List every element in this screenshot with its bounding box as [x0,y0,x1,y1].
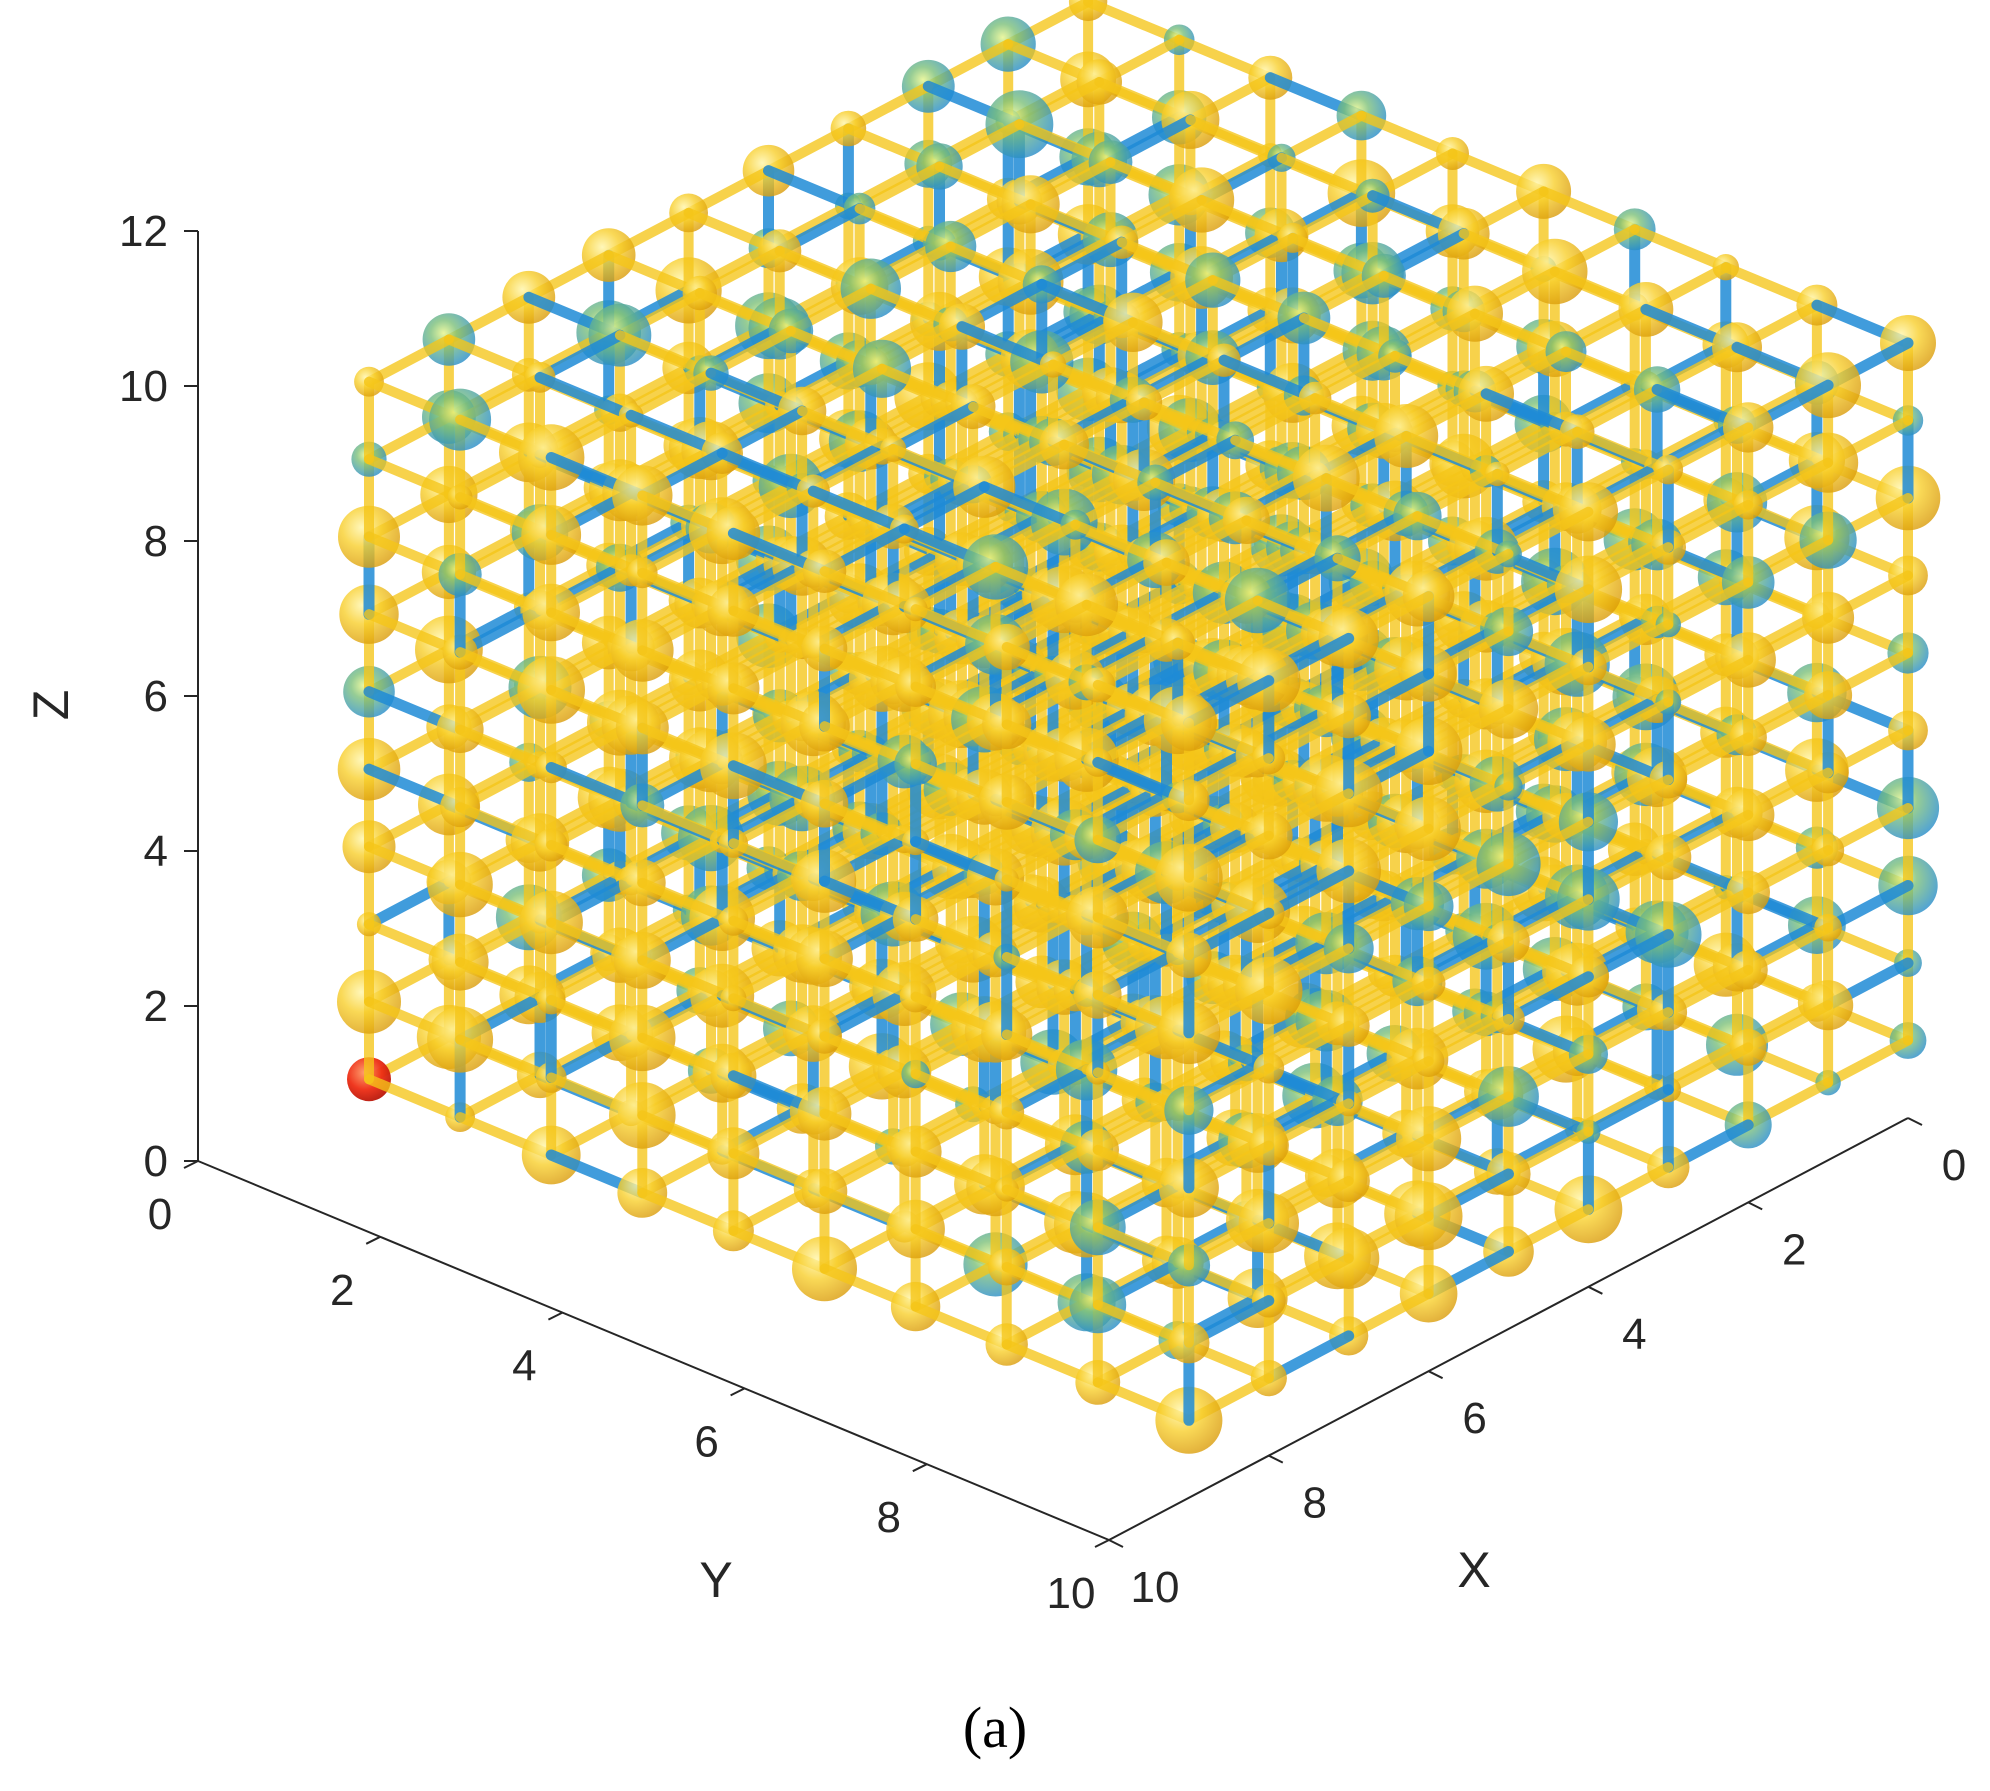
intact-bond [1663,1042,1754,1095]
x-tick [1108,1539,1124,1548]
z-tick-label: 0 [144,1137,168,1186]
x-axis-line [1108,1117,1909,1541]
intact-bond [1412,511,1514,559]
intact-bond [1343,1056,1434,1109]
x-tick-label: 2 [1782,1225,1806,1274]
intact-bond [1196,195,1298,243]
broken-bond [956,321,1059,370]
intact-bond [910,914,1012,962]
y-tick [912,1463,928,1473]
broken-bond [534,371,637,421]
x-tick-label: 0 [1942,1141,1966,1190]
z-tick-label: 4 [144,827,168,876]
intact-bond [637,800,739,849]
x-tick-label: 8 [1303,1479,1327,1528]
axis-ticks: 0 2 4 6 8 10 12 0 2 4 6 8 10 0 2 4 6 8 10 [119,207,1966,1618]
y-tick [365,1235,381,1245]
intact-bond [910,561,1001,615]
broken-bond [898,481,990,535]
intact-bond [364,454,466,503]
intact-bond [1001,1142,1092,1195]
broken-bond [978,481,1081,531]
broken-bond [807,485,910,535]
intact-bond [1083,0,1185,45]
x-tick-label: 10 [1131,1563,1180,1612]
broken-bond [1822,880,1914,934]
x-tick [1587,1285,1603,1295]
y-tick-label: 6 [694,1417,718,1466]
intact-bond [797,406,899,454]
intact-bond [1001,1029,1103,1078]
intact-bond [626,368,716,421]
y-tick [547,1311,563,1321]
intact-bond [1572,426,1674,475]
intact-bond [1663,654,1754,708]
intact-bond [910,1146,1012,1195]
intact-bond [1001,719,1103,768]
y-tick-label: 0 [148,1190,172,1239]
lattice-structure [337,0,1941,1454]
y-tick [730,1387,746,1397]
x-tick [1907,1117,1923,1126]
intact-bond [455,724,557,773]
y-tick [1094,1539,1110,1548]
y-axis-line [197,1160,1110,1541]
x-tick [1428,1370,1444,1380]
intact-bond [1503,506,1594,559]
z-tick-label: 12 [119,207,168,256]
intact-bond [1070,477,1161,530]
x-tick-label: 4 [1622,1310,1646,1359]
y-tick-label: 2 [330,1266,354,1315]
x-axis-label: X [1457,1542,1490,1598]
x-tick [1268,1454,1284,1464]
intact-bond [455,957,557,1005]
z-tick-label: 2 [144,982,168,1031]
y-axis-label: Y [699,1552,732,1608]
z-axis-label: Z [23,690,79,721]
intact-bond [1629,224,1731,273]
intact-bond [546,530,648,578]
y-tick-label: 10 [1047,1569,1096,1618]
intact-bond [1663,577,1754,630]
broken-bond [1218,354,1321,404]
intact-bond [819,953,921,1002]
intact-bond [637,955,739,1004]
intact-bond [1823,1035,1913,1088]
intact-bond [1492,426,1583,479]
intact-bond [819,798,921,847]
panel-label: (a) [963,1695,1027,1760]
intact-bond [819,566,921,615]
broken-bond [763,165,866,215]
intact-bond [1287,190,1378,243]
intact-bond [1048,317,1138,370]
intact-bond [1276,110,1367,163]
intact-bond [364,1074,466,1123]
intact-bond [455,1069,545,1123]
y-tick-label: 8 [877,1493,901,1542]
intact-bond [1401,431,1503,479]
intact-bond [1503,739,1594,792]
broken-bond [887,401,979,455]
intact-bond [364,334,454,387]
lattice-node [1160,694,1217,751]
z-tick-label: 10 [119,362,168,411]
y-tick-label: 4 [512,1342,536,1391]
intact-bond [1001,832,1092,885]
intact-bond [819,1031,921,1080]
x-tick-label: 6 [1462,1394,1486,1443]
intact-bond [728,796,819,849]
intact-bond [443,334,545,383]
intact-bond [637,877,739,926]
broken-bond [1582,1084,1674,1138]
z-tick-label: 8 [144,517,168,566]
x-tick [1747,1201,1763,1211]
intact-bond [455,1034,557,1083]
y-tick [183,1160,199,1169]
intact-bond [1663,422,1754,475]
broken-bond [910,836,1013,885]
z-tick-label: 6 [144,672,168,721]
intact-bond [1185,114,1287,163]
intact-bond [1743,457,1834,510]
